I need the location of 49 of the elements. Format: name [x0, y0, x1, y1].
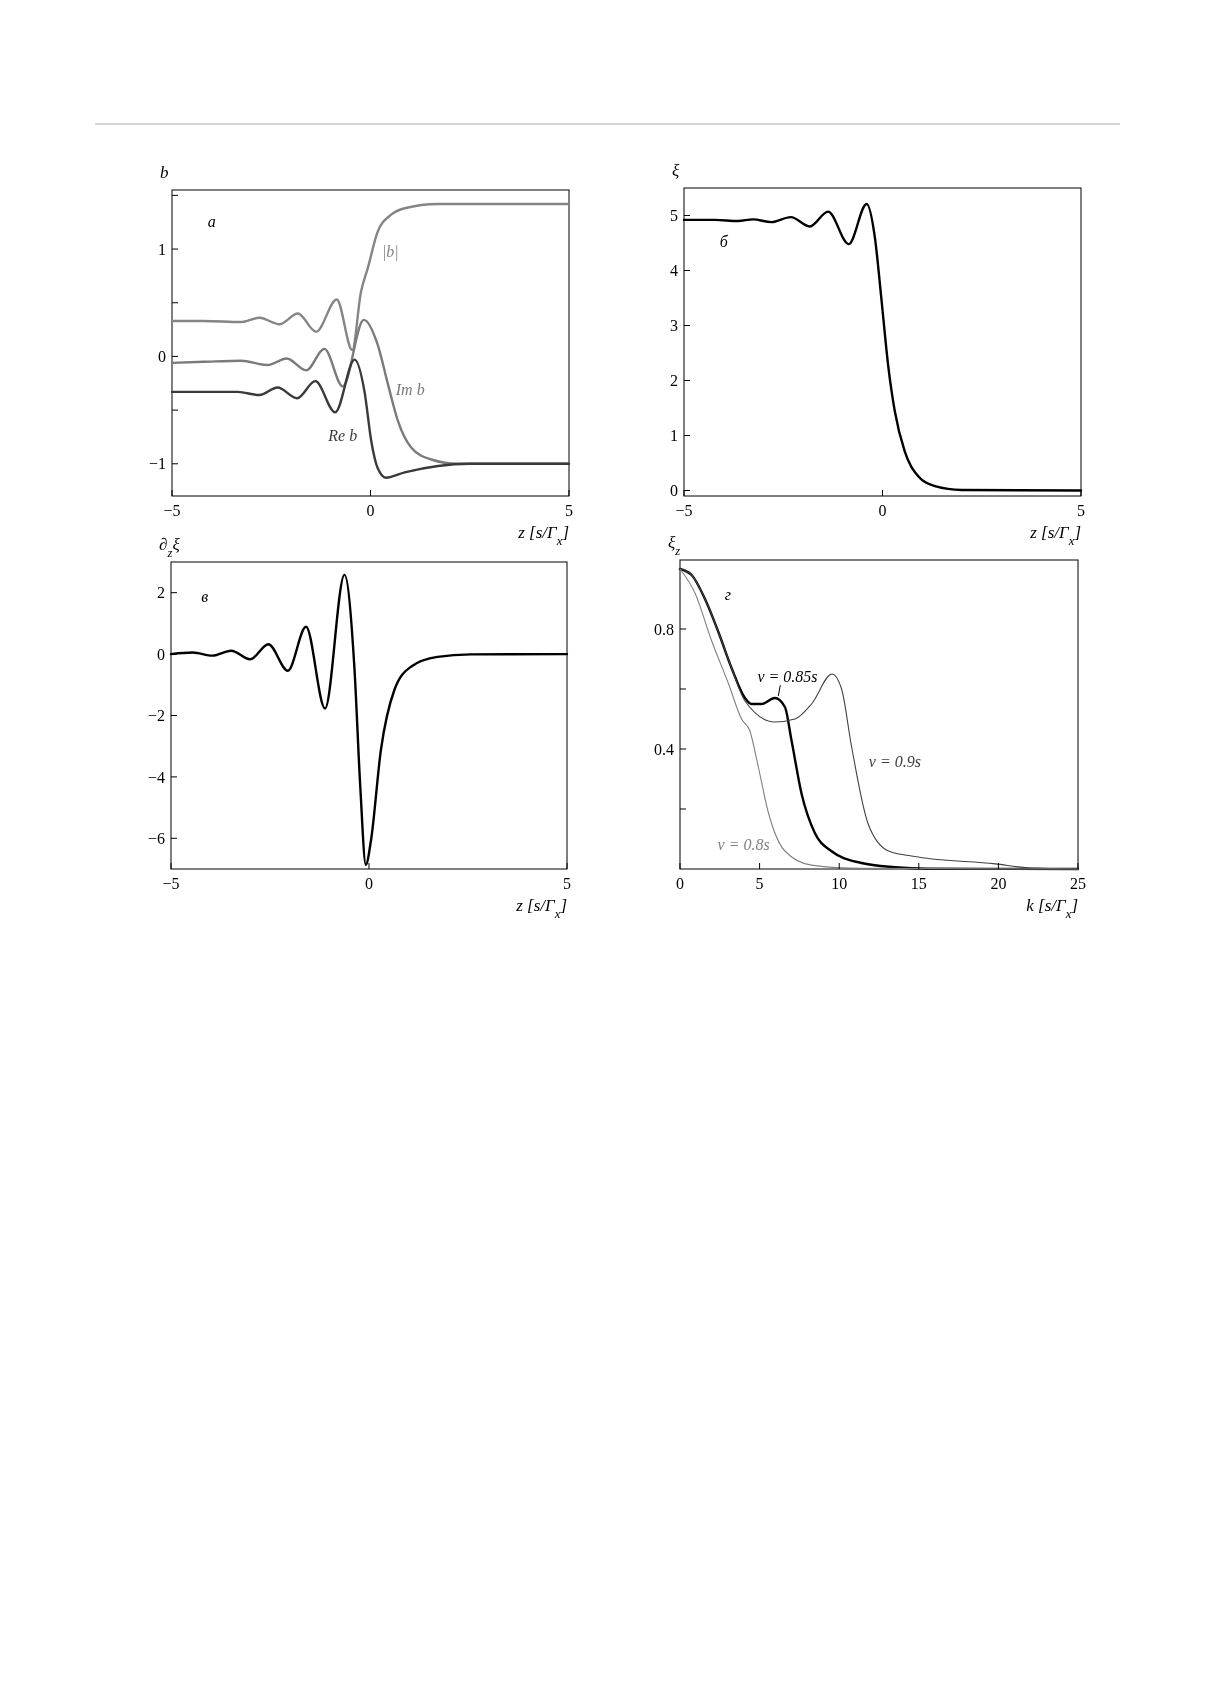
x-axis-title: z [s/Γ$_{x}$] — [515, 896, 567, 921]
y-tick-label: −2 — [147, 707, 165, 725]
series-label: Re b — [327, 426, 358, 444]
y-tick-label: 2 — [157, 584, 165, 602]
y-tick-label: −1 — [148, 455, 166, 473]
y-tick-label: 0 — [157, 645, 165, 663]
y-tick-label: 3 — [670, 317, 678, 335]
y-axis-title: b — [160, 163, 169, 182]
x-axis-title: z [s/Γ$_{x}$] — [1029, 523, 1081, 548]
y-axis-title: ξ — [672, 161, 680, 180]
x-tick-label: −5 — [163, 502, 181, 519]
x-tick-label: −5 — [675, 502, 693, 519]
y-tick-label: 4 — [670, 262, 678, 280]
x-tick-label: 5 — [563, 875, 571, 892]
y-tick-label: 5 — [670, 207, 678, 225]
x-tick-label: 15 — [910, 875, 927, 892]
series-label: |b| — [381, 243, 399, 262]
x-axis-title: k [s/Γ$_{x}$] — [1026, 896, 1078, 921]
y-tick-label: −4 — [147, 768, 165, 786]
y-tick-label: 0 — [158, 348, 166, 366]
x-tick-label: 0 — [366, 502, 375, 519]
annotation: a — [207, 212, 216, 230]
x-axis-title: z [s/Γ$_{x}$] — [517, 523, 569, 548]
annotation: г — [724, 586, 731, 604]
x-tick-label: 20 — [990, 875, 1007, 892]
series-label: v = 0.85s — [757, 668, 818, 686]
y-tick-label: 0 — [670, 482, 678, 500]
line-series — [170, 358, 571, 479]
annotation: в — [201, 587, 209, 605]
x-tick-label: 5 — [565, 502, 573, 519]
series-label: v = 0.9s — [868, 753, 921, 771]
series-label: v = 0.8s — [717, 836, 770, 854]
y-axis-title: ξ$_{z}$ — [668, 533, 681, 558]
x-tick-label: −5 — [162, 875, 180, 892]
y-tick-label: 1 — [158, 240, 166, 258]
series-label: Im b — [394, 381, 425, 399]
y-tick-label: −6 — [147, 829, 165, 847]
y-tick-label: 2 — [670, 372, 678, 390]
x-tick-label: 25 — [1070, 875, 1086, 892]
y-axis-title: ∂$_{z}$ξ — [159, 535, 181, 560]
x-tick-label: 5 — [755, 875, 764, 892]
annotation: б — [719, 232, 729, 250]
y-tick-label: 1 — [670, 427, 678, 445]
y-tick-label: 0.4 — [654, 740, 674, 758]
x-tick-label: 5 — [1077, 502, 1085, 519]
x-tick-label: 0 — [878, 502, 887, 519]
x-tick-label: 10 — [831, 875, 848, 892]
x-tick-label: 0 — [365, 875, 373, 892]
y-tick-label: 0.8 — [654, 620, 674, 638]
